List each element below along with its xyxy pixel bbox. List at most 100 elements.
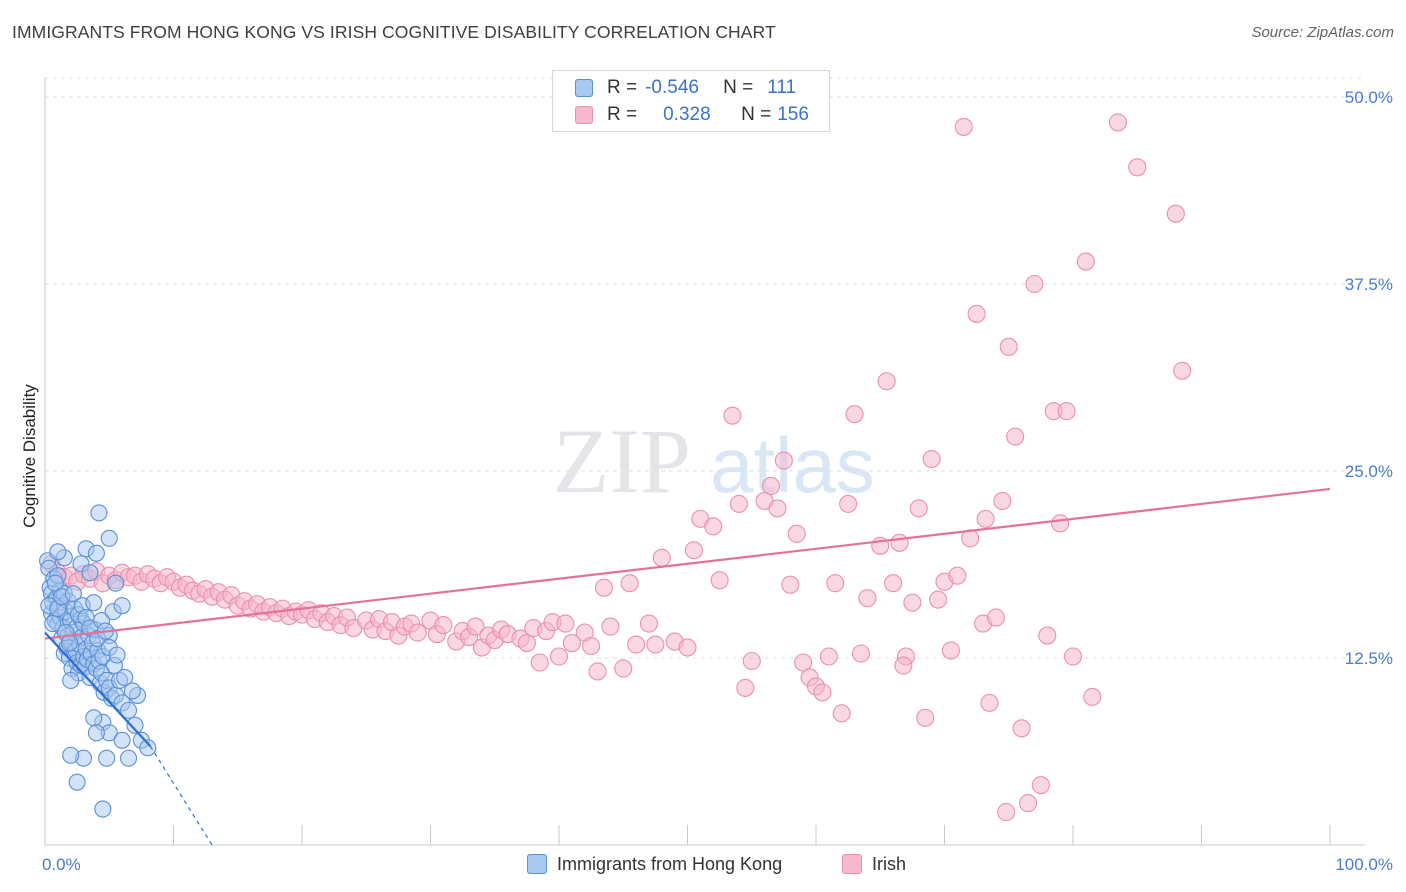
irish-point: [993, 491, 1012, 510]
irish-point: [1031, 776, 1050, 795]
chart-title: IMMIGRANTS FROM HONG KONG VS IRISH COGNI…: [12, 22, 776, 42]
source-credit: Source: ZipAtlas.com: [1251, 24, 1394, 41]
irish-point: [986, 608, 1005, 627]
irish-point: [1025, 274, 1044, 294]
hong-kong-point: [85, 594, 103, 612]
hong-kong-point: [119, 701, 138, 719]
irish-point: [819, 647, 838, 666]
hong-kong-point: [62, 746, 80, 764]
irish-point: [774, 451, 793, 470]
hong-kong-point: [44, 615, 62, 633]
watermark-zip: ZIP: [553, 410, 691, 512]
irish-point: [408, 623, 427, 642]
irish-point: [1012, 719, 1031, 738]
irish-point: [954, 117, 973, 136]
trend-lines: [44, 487, 1331, 846]
hong-kong-point: [90, 504, 108, 522]
y-tick-label: 12.5%: [1345, 649, 1393, 668]
irish-point: [684, 541, 703, 560]
irish-point: [652, 548, 671, 567]
irish-points: [42, 113, 1192, 822]
irish-point: [742, 651, 761, 671]
irish-point: [877, 372, 896, 391]
legend: R = -0.546 N = 111 R = 0.328 N = 156: [552, 70, 830, 132]
gridlines: [45, 77, 1365, 659]
irish-point: [832, 704, 851, 723]
irish-point: [646, 635, 665, 654]
irish-point: [922, 449, 941, 469]
tick-labels: 12.5% 25.0% 37.5% 50.0% 0.0% 100.0%: [42, 88, 1393, 874]
y-tick-label: 50.0%: [1345, 88, 1393, 107]
irish-point: [929, 590, 948, 609]
irish-point: [1166, 204, 1185, 223]
hong-kong-point: [98, 749, 116, 767]
irish-point: [639, 614, 659, 633]
irish-point: [884, 574, 903, 593]
irish-point: [434, 616, 453, 635]
irish-point: [710, 571, 729, 590]
irish-point: [781, 575, 800, 594]
irish-point: [768, 499, 787, 518]
irish-point: [1018, 794, 1038, 813]
hong-kong-point: [87, 724, 105, 742]
irish-point: [903, 593, 922, 612]
irish-point: [941, 641, 960, 660]
irish-point: [839, 494, 858, 513]
legend-r-value-irish: 0.328: [663, 104, 711, 125]
axes: [44, 78, 1365, 846]
irish-point: [582, 636, 601, 656]
irish-point: [601, 617, 620, 636]
irish-point: [1128, 158, 1147, 177]
x-tick-label: 100.0%: [1335, 855, 1393, 874]
irish-point: [916, 708, 935, 727]
bottom-legend-label-irish: Irish: [872, 853, 907, 874]
irish-point: [845, 405, 864, 424]
bottom-legend-swatch-hong-kong: [527, 854, 547, 874]
bottom-legend-swatch-irish: [842, 854, 862, 874]
hong-kong-points: [39, 504, 157, 818]
irish-point: [980, 693, 999, 712]
irish-point: [678, 638, 697, 657]
x-tick-label: 0.0%: [42, 855, 81, 874]
irish-point: [997, 803, 1016, 822]
irish-point: [1006, 427, 1025, 446]
hong-kong-point: [68, 773, 86, 791]
irish-point: [723, 406, 742, 425]
irish-point: [813, 683, 832, 702]
irish-point: [466, 617, 485, 636]
irish-point: [1057, 402, 1076, 421]
hong-kong-point: [119, 749, 138, 767]
hong-kong-point: [113, 731, 131, 749]
hong-kong-trend-line: [44, 631, 152, 748]
irish-point: [562, 633, 581, 653]
hong-kong-point: [107, 574, 125, 592]
irish-point: [517, 633, 536, 653]
hong-kong-point: [108, 646, 126, 664]
irish-point: [556, 614, 575, 633]
legend-r-label: R =: [607, 77, 638, 98]
legend-n-value-hong-kong: 111: [767, 77, 797, 98]
irish-point: [826, 574, 845, 593]
legend-r-value-hong-kong: -0.546: [645, 77, 699, 98]
irish-point: [549, 647, 569, 666]
y-tick-label: 37.5%: [1345, 275, 1393, 294]
irish-point: [1051, 514, 1070, 533]
hong-kong-point: [116, 668, 134, 686]
irish-point: [620, 574, 639, 593]
irish-point: [1038, 626, 1057, 645]
hong-kong-point: [123, 682, 141, 700]
irish-point: [530, 653, 549, 672]
irish-point: [594, 578, 614, 597]
legend-swatch-hong-kong: [575, 79, 593, 97]
irish-point: [1083, 687, 1102, 706]
irish-point: [1173, 361, 1192, 380]
hong-kong-point: [62, 671, 80, 689]
irish-point: [909, 499, 928, 518]
hong-kong-point: [113, 597, 131, 615]
irish-point: [614, 659, 633, 678]
legend-swatch-irish: [575, 106, 593, 124]
hong-kong-point: [64, 585, 82, 603]
hong-kong-point: [94, 800, 112, 818]
irish-point: [729, 494, 748, 513]
